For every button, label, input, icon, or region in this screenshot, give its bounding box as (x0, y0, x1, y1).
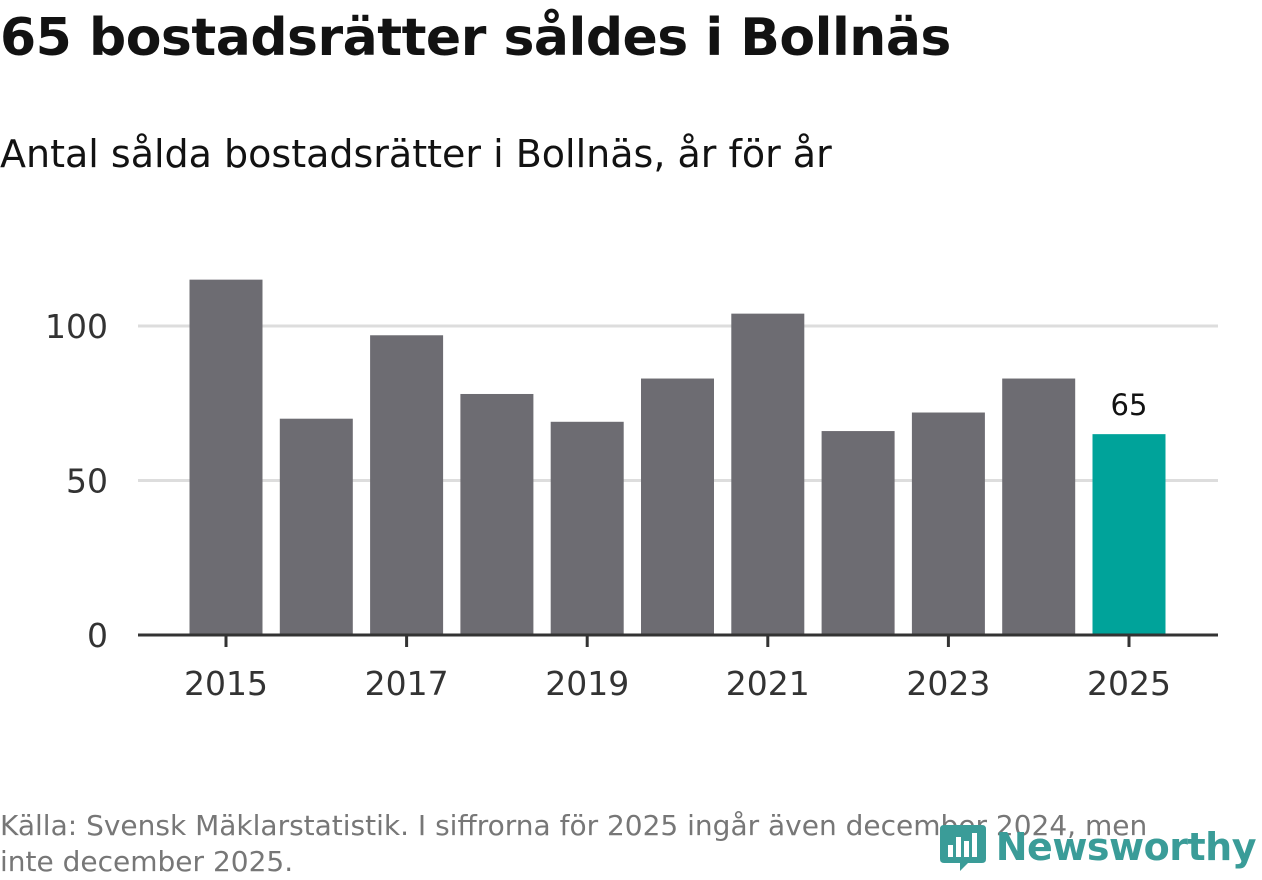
chart-title: 65 bostadsrätter såldes i Bollnäs (0, 8, 951, 68)
bar-2022[interactable] (821, 431, 895, 635)
bar-2015[interactable] (189, 279, 263, 635)
bar-2023[interactable] (911, 412, 985, 635)
bar-2016[interactable] (279, 418, 353, 635)
x-tick-label: 2019 (545, 664, 629, 703)
bar-2019[interactable] (550, 421, 624, 635)
chart-subtitle: Antal sålda bostadsrätter i Bollnäs, år … (0, 132, 832, 176)
labels: 0 50 100 2015 2017 2019 2021 2023 2025 65 (45, 307, 1171, 703)
bar-2018[interactable] (460, 393, 534, 635)
brand-logo[interactable]: Newsworthy (938, 823, 1257, 871)
y-tick-label: 0 (87, 616, 108, 655)
x-tick-label: 2021 (726, 664, 810, 703)
x-tick-label: 2025 (1087, 664, 1171, 703)
bar-2017[interactable] (370, 335, 444, 635)
x-tick-label: 2017 (365, 664, 449, 703)
x-tick-label: 2023 (906, 664, 990, 703)
bar-2024[interactable] (1002, 378, 1076, 635)
newsworthy-logo-icon (939, 825, 986, 871)
data-label: 65 (1111, 388, 1148, 422)
y-tick-label: 50 (66, 462, 108, 501)
bar-2020[interactable] (641, 378, 714, 635)
bar-2025[interactable] (1092, 434, 1166, 635)
y-tick-label: 100 (45, 307, 108, 346)
brand-name: Newsworthy (995, 825, 1257, 869)
x-axis (138, 633, 1218, 647)
x-tick-label: 2015 (184, 664, 268, 703)
bar-2021[interactable] (731, 313, 805, 635)
bars (189, 279, 1166, 635)
